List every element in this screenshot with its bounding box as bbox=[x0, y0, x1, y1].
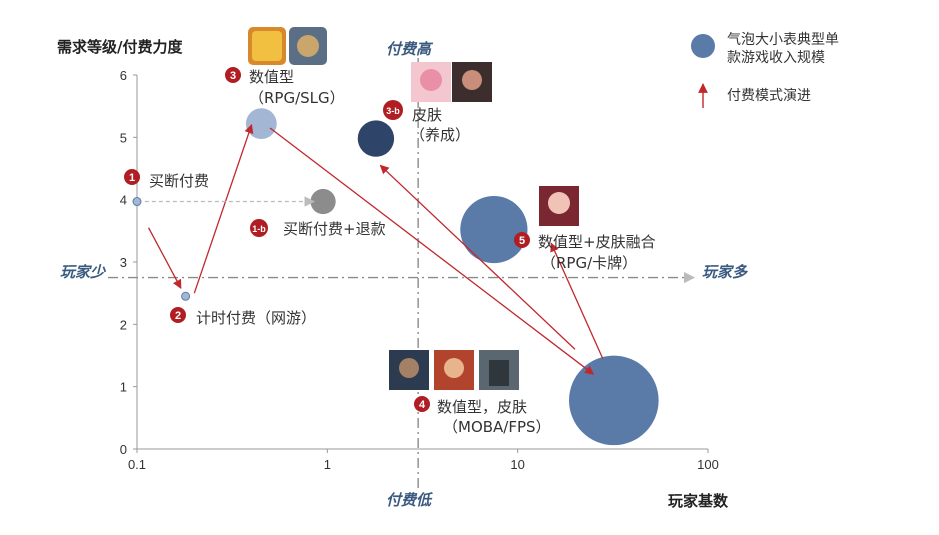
stage-badge-1b bbox=[250, 219, 268, 237]
legend-bubble-icon bbox=[691, 34, 715, 58]
bubble-s4 bbox=[569, 355, 659, 446]
stage-label-1: 买断付费 bbox=[149, 172, 209, 190]
svg-text:3-b: 3-b bbox=[386, 106, 400, 116]
game-icon-group-3b bbox=[411, 62, 492, 102]
stage-sub-5: （RPG/卡牌） bbox=[541, 254, 637, 272]
stage-badge-3 bbox=[225, 67, 241, 83]
bubble-s3b bbox=[357, 120, 395, 157]
stage-4: 4 数值型，皮肤 （MOBA/FPS） bbox=[414, 396, 551, 436]
stage-badge-2 bbox=[170, 307, 186, 323]
stage-5: 5 数值型+皮肤融合 （RPG/卡牌） bbox=[514, 232, 656, 272]
evolution-arrow-4 bbox=[550, 242, 604, 359]
y-tick-label: 2 bbox=[120, 317, 127, 332]
y-tick-label: 4 bbox=[120, 193, 127, 208]
stage-badge-3b bbox=[383, 100, 403, 120]
legend: 气泡大小表典型单 款游戏收入规模 付费模式演进 bbox=[691, 32, 843, 108]
stage-2: 2 计时付费（网游） bbox=[170, 307, 316, 327]
bubble-s3 bbox=[245, 108, 277, 140]
x-axis-title: 玩家基数 bbox=[668, 492, 729, 510]
svg-text:1: 1 bbox=[129, 172, 135, 184]
stage-3b: 3-b 皮肤 （养成） bbox=[383, 100, 470, 144]
stage-3: 3 数值型 （RPG/SLG） bbox=[225, 67, 345, 107]
x-tick-label: 10 bbox=[510, 457, 524, 472]
y-tick-label: 5 bbox=[120, 130, 127, 145]
stage-sub-3b: （养成） bbox=[410, 126, 470, 144]
game-icon-group-3 bbox=[248, 27, 327, 65]
stage-label-3: 数值型 bbox=[249, 68, 294, 86]
quadrant-label-left: 玩家少 bbox=[60, 263, 107, 281]
svg-text:3: 3 bbox=[230, 70, 236, 82]
quadrant-label-top: 付费高 bbox=[386, 40, 434, 58]
bubble-s2 bbox=[181, 291, 191, 301]
stage-label-1b: 买断付费+退款 bbox=[283, 220, 386, 238]
quadrant-label-bottom: 付费低 bbox=[386, 491, 434, 509]
legend-arrow-text: 付费模式演进 bbox=[727, 88, 811, 104]
stage-1b: 1-b 买断付费+退款 bbox=[250, 219, 386, 238]
svg-text:5: 5 bbox=[519, 235, 525, 247]
evolution-arrow-3 bbox=[269, 127, 595, 375]
evolution-arrow-2 bbox=[193, 124, 254, 294]
stage-label-2: 计时付费（网游） bbox=[196, 309, 316, 327]
game-icon-group-5 bbox=[539, 186, 579, 226]
evolution-arrow-1 bbox=[147, 227, 182, 289]
stage-sub-3: （RPG/SLG） bbox=[249, 89, 345, 107]
game-icon-group-4 bbox=[389, 350, 519, 390]
stage-sub-4: （MOBA/FPS） bbox=[443, 418, 551, 436]
y-tick-label: 6 bbox=[120, 68, 127, 83]
y-tick-label: 0 bbox=[120, 442, 127, 457]
svg-text:1-b: 1-b bbox=[252, 224, 266, 234]
x-tick-label: 0.1 bbox=[128, 457, 146, 472]
y-axis-title: 需求等级/付费力度 bbox=[57, 38, 183, 56]
stage-1: 1 买断付费 bbox=[124, 169, 209, 190]
x-tick-label: 1 bbox=[324, 457, 331, 472]
quadrant-label-right: 玩家多 bbox=[702, 263, 748, 281]
svg-text:4: 4 bbox=[419, 399, 426, 411]
stage-label-3b: 皮肤 bbox=[412, 106, 442, 124]
stage-badge-1 bbox=[124, 169, 140, 185]
stage-badge-4 bbox=[414, 396, 430, 412]
y-tick-label: 1 bbox=[120, 380, 127, 395]
y-tick-label: 3 bbox=[120, 255, 127, 270]
bubble-s1b bbox=[310, 188, 336, 215]
stage-badge-5 bbox=[514, 232, 530, 248]
stage-label-4: 数值型，皮肤 bbox=[437, 398, 527, 416]
svg-text:2: 2 bbox=[175, 310, 181, 322]
legend-bubble-text: 气泡大小表典型单 款游戏收入规模 bbox=[727, 32, 843, 66]
x-tick-label: 100 bbox=[697, 457, 719, 472]
bubble-s1 bbox=[132, 197, 142, 207]
evolution-arrow-5 bbox=[379, 164, 576, 350]
bubble-s5 bbox=[460, 195, 528, 264]
stage-label-5: 数值型+皮肤融合 bbox=[538, 233, 656, 251]
